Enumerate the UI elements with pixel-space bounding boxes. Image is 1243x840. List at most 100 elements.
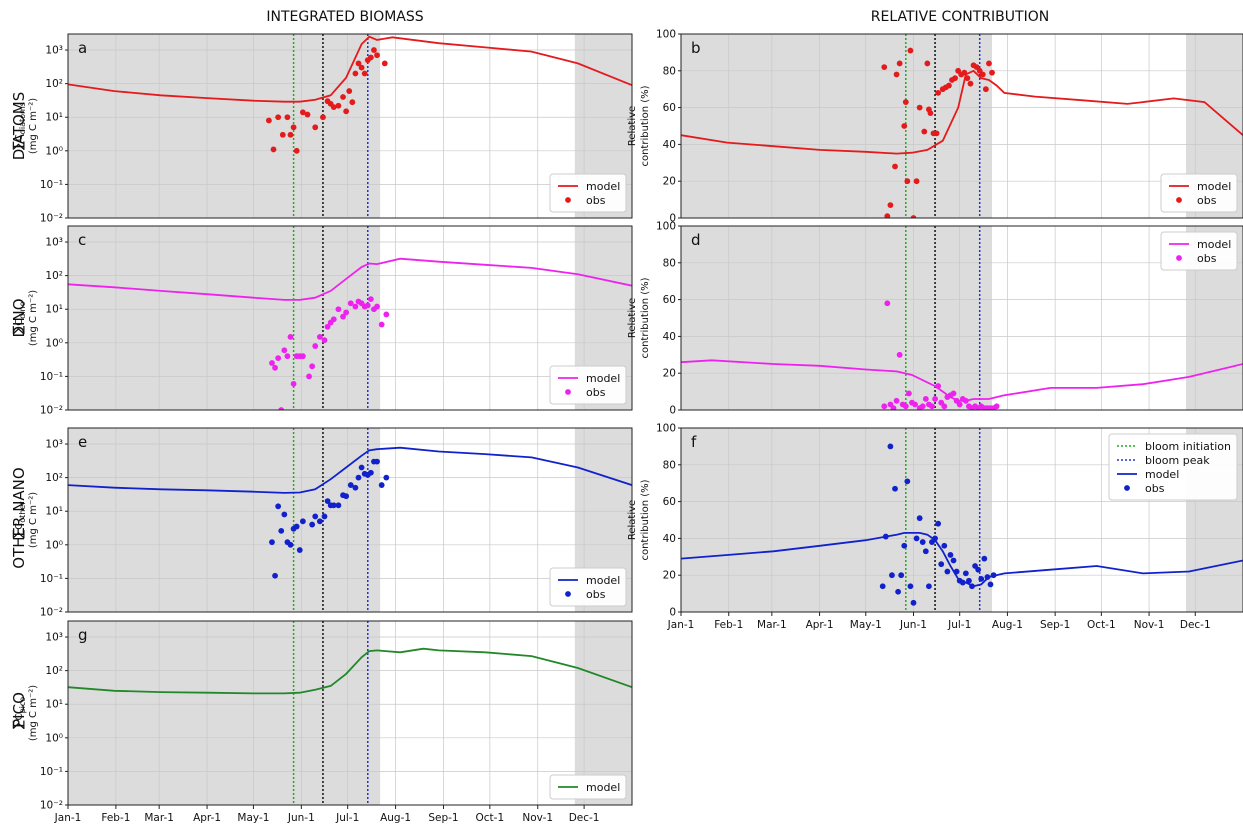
obs-point — [299, 353, 306, 360]
y-tick-label: 0 — [669, 607, 676, 619]
shaded-period-0 — [68, 428, 381, 612]
obs-point — [916, 515, 923, 522]
shaded-period-0 — [681, 428, 993, 612]
obs-point — [884, 300, 891, 307]
obs-point — [309, 521, 316, 528]
obs-points — [269, 296, 390, 410]
obs-point — [912, 401, 918, 408]
obs-point — [953, 568, 960, 575]
y-tick-label: 40 — [663, 331, 676, 343]
obs-point — [316, 333, 323, 340]
obs-point — [352, 70, 359, 77]
obs-point — [381, 60, 388, 67]
obs-point — [904, 178, 911, 185]
obs-point — [321, 337, 328, 344]
obs-point — [281, 511, 288, 518]
panel-c: 10⁻² 10⁻¹ 10⁰ 10¹ 10² 10³ c ∑Cdino (mg C m⁻²) mod… — [11, 225, 633, 417]
plot-frame — [680, 225, 1243, 411]
obs-point — [284, 353, 291, 360]
obs-point — [901, 542, 908, 549]
legend-label: model — [1197, 238, 1231, 251]
row-label-other-nano: OTHER NANO — [10, 467, 28, 568]
panel-b: 0 20 40 60 80 100 b Relative contribution (%) mod… — [627, 29, 1243, 225]
y-tick-label: 100 — [656, 423, 676, 435]
obs-point — [358, 464, 365, 471]
y-tick-label: 10⁻² — [40, 800, 63, 812]
legend-box — [549, 774, 627, 800]
obs-point — [275, 503, 282, 510]
obs-point — [969, 583, 975, 590]
obs-point — [374, 52, 380, 59]
obs-point — [374, 458, 380, 465]
model-line — [68, 446, 632, 494]
obs-point — [935, 520, 942, 527]
obs-point — [907, 583, 914, 590]
plot-frame — [680, 33, 1243, 219]
plot-frame — [67, 620, 633, 806]
obs-point — [284, 114, 291, 121]
obs-point — [938, 561, 945, 568]
obs-point — [378, 321, 385, 328]
obs-point — [910, 599, 917, 606]
y-axis-label: ∑Cdino — [11, 301, 27, 334]
obs-point — [904, 478, 911, 485]
y-tick-label: 10¹ — [45, 699, 63, 711]
y-tick-label: 20 — [663, 368, 676, 380]
x-tick-label: Aug-1 — [380, 812, 411, 824]
model-line — [68, 257, 632, 301]
obs-point — [324, 323, 331, 330]
obs-point — [352, 484, 359, 491]
x-tick-label: Aug-1 — [992, 619, 1023, 631]
obs-point — [355, 60, 362, 67]
obs-point — [881, 403, 888, 410]
obs-point — [893, 397, 900, 404]
panel-letter: a — [78, 39, 87, 57]
obs-point — [269, 360, 275, 366]
obs-point — [887, 443, 894, 450]
obs-point — [340, 313, 346, 320]
x-tick-label: Sep-1 — [1040, 619, 1070, 631]
obs-point — [993, 403, 1000, 410]
obs-point — [290, 380, 297, 387]
obs-point — [947, 552, 954, 558]
legend-label: model — [586, 180, 620, 193]
obs-point — [898, 572, 905, 579]
model-line — [68, 647, 632, 695]
obs-point — [330, 316, 337, 323]
obs-point — [889, 572, 895, 579]
x-tick-label: Mar-1 — [144, 812, 174, 824]
obs-point — [927, 110, 934, 117]
plot-frame — [67, 225, 633, 411]
obs-point — [335, 306, 342, 313]
y-axis-label: Relative — [627, 106, 638, 146]
obs-points — [879, 443, 997, 606]
panel-letter: b — [691, 39, 701, 57]
y-tick-label: 10³ — [45, 439, 63, 451]
row-label-dino: DINO — [10, 298, 28, 337]
y-tick-label: 10⁰ — [45, 337, 63, 349]
panel-d: 0 20 40 60 80 100 d Relative contribution (%) mod… — [627, 221, 1243, 417]
y-tick-label: 60 — [663, 294, 676, 306]
plot-frame — [680, 427, 1243, 613]
y-tick-label: 10⁰ — [45, 145, 63, 157]
obs-point — [355, 474, 362, 481]
obs-point — [989, 69, 995, 76]
obs-point — [287, 541, 294, 548]
y-axis-label: Relative — [627, 298, 638, 338]
obs-point — [364, 302, 371, 309]
x-tick-label: May-1 — [850, 619, 882, 631]
y-tick-label: 40 — [663, 139, 676, 151]
obs-point — [335, 102, 342, 109]
y-axis-unit: (mg C m⁻²) — [28, 290, 39, 346]
legend-label: obs — [586, 386, 606, 399]
obs-point — [919, 539, 926, 545]
legend-label: obs — [586, 588, 606, 601]
y-axis-label-line2: contribution (%) — [640, 85, 651, 166]
panel-letter: d — [691, 231, 701, 249]
obs-point — [367, 469, 374, 476]
obs-point — [312, 513, 319, 520]
legend-swatch-obs — [1176, 197, 1182, 203]
